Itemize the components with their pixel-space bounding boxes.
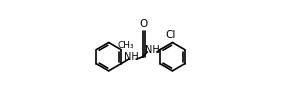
- Text: NH: NH: [145, 45, 160, 55]
- Text: CH₃: CH₃: [118, 41, 134, 50]
- Text: O: O: [139, 19, 147, 29]
- Text: NH: NH: [124, 53, 138, 62]
- Text: Cl: Cl: [165, 30, 175, 40]
